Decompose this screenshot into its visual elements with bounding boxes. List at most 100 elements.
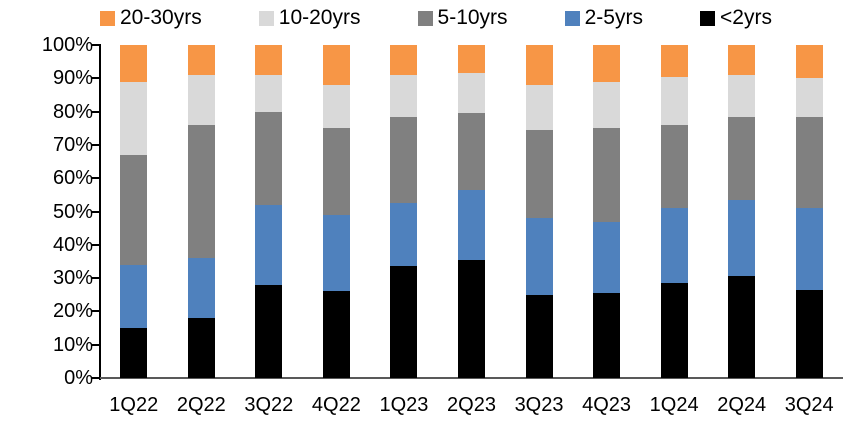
y-axis-label: 90% (52, 67, 93, 90)
bar-segment-2Q23-20-30yrs[interactable] (458, 45, 485, 74)
bar-segment-1Q22-20-30yrs[interactable] (120, 45, 148, 82)
legend-item-3[interactable]: 2-5yrs (564, 4, 643, 32)
bar-segment-1Q23-5-10yrs[interactable] (390, 116, 418, 204)
bar-segment-3Q22-5-10yrs[interactable] (255, 111, 283, 205)
bar-segment-2Q22-20-30yrs[interactable] (187, 45, 215, 75)
bar-segment-3Q23-<2yrs[interactable] (525, 294, 553, 378)
legend-swatch-icon (564, 10, 580, 26)
legend-label: 5-10yrs (437, 6, 508, 29)
bar-segment-2Q22-2-5yrs[interactable] (187, 258, 215, 319)
bar-segment-1Q23-<2yrs[interactable] (390, 266, 418, 378)
bar-segment-3Q23-20-30yrs[interactable] (525, 45, 553, 85)
bar-segment-3Q24-<2yrs[interactable] (795, 289, 823, 378)
y-axis-tick (92, 377, 100, 379)
legend-swatch-icon (100, 10, 115, 26)
bar-segment-3Q23-5-10yrs[interactable] (525, 129, 553, 219)
bar-2Q23[interactable] (458, 45, 485, 378)
bar-segment-3Q22-10-20yrs[interactable] (255, 75, 283, 112)
bar-segment-1Q22-<2yrs[interactable] (120, 328, 148, 378)
bar-segment-2Q24-20-30yrs[interactable] (728, 45, 756, 75)
bar-segment-2Q24-<2yrs[interactable] (728, 276, 756, 378)
bar-segment-1Q24-10-20yrs[interactable] (660, 76, 688, 125)
plot-area (100, 45, 843, 378)
bar-segment-3Q22-<2yrs[interactable] (255, 284, 283, 378)
bar-2Q24[interactable] (728, 45, 756, 378)
y-axis-tick (92, 277, 100, 280)
bar-segment-3Q24-5-10yrs[interactable] (795, 116, 823, 209)
bar-segment-3Q23-2-5yrs[interactable] (525, 218, 553, 295)
bar-segment-2Q22-<2yrs[interactable] (187, 318, 215, 378)
bar-segment-2Q22-5-10yrs[interactable] (187, 124, 215, 259)
bar-segment-3Q24-2-5yrs[interactable] (795, 208, 823, 290)
x-axis-label-2Q23: 2Q23 (447, 394, 496, 416)
bar-segment-1Q23-10-20yrs[interactable] (390, 74, 418, 117)
bar-segment-1Q23-20-30yrs[interactable] (390, 45, 418, 75)
bar-segment-4Q23-2-5yrs[interactable] (593, 221, 621, 294)
bar-segment-1Q22-2-5yrs[interactable] (120, 264, 148, 329)
bar-segment-1Q23-2-5yrs[interactable] (390, 203, 418, 267)
bar-segment-4Q22-20-30yrs[interactable] (322, 45, 350, 85)
bar-segment-3Q22-20-30yrs[interactable] (255, 45, 283, 75)
bar-segment-2Q23-2-5yrs[interactable] (458, 189, 485, 260)
bar-segment-4Q22-<2yrs[interactable] (322, 291, 350, 378)
legend-label: 20-30yrs (120, 6, 202, 29)
y-axis-label: 0% (64, 367, 93, 389)
bar-1Q22[interactable] (120, 45, 148, 378)
bar-2Q22[interactable] (187, 45, 215, 378)
bar-segment-2Q24-10-20yrs[interactable] (728, 74, 756, 117)
y-axis-tick (92, 210, 100, 213)
bar-segment-1Q24-<2yrs[interactable] (660, 283, 688, 378)
bar-4Q23[interactable] (593, 45, 621, 378)
y-axis-label: 30% (52, 267, 93, 290)
bar-segment-4Q22-2-5yrs[interactable] (322, 214, 350, 292)
bar-segment-4Q22-10-20yrs[interactable] (322, 84, 350, 129)
bar-segment-4Q23-<2yrs[interactable] (593, 293, 621, 378)
legend-label: <2yrs (720, 6, 772, 29)
y-axis-tick (92, 44, 100, 46)
bar-segment-4Q22-5-10yrs[interactable] (322, 128, 350, 215)
bar-segment-1Q22-5-10yrs[interactable] (120, 154, 148, 265)
legend-label: 2-5yrs (584, 6, 643, 29)
bar-segment-4Q23-10-20yrs[interactable] (593, 81, 621, 129)
y-axis-tick (92, 310, 100, 313)
bar-segment-3Q24-10-20yrs[interactable] (795, 78, 823, 117)
y-axis-label: 40% (52, 233, 93, 256)
x-axis-label-3Q23: 3Q23 (514, 394, 564, 416)
bar-segment-2Q23-5-10yrs[interactable] (458, 113, 485, 190)
bar-segment-1Q24-2-5yrs[interactable] (660, 208, 688, 284)
bar-1Q23[interactable] (390, 45, 418, 378)
bar-3Q24[interactable] (795, 45, 823, 378)
legend-item-1[interactable]: 10-20yrs (258, 4, 360, 32)
bar-segment-2Q22-10-20yrs[interactable] (187, 75, 215, 125)
bar-segment-3Q23-10-20yrs[interactable] (525, 84, 553, 130)
y-axis-tick (92, 110, 100, 113)
bar-segment-2Q24-2-5yrs[interactable] (728, 199, 756, 277)
bar-3Q22[interactable] (255, 45, 283, 378)
bar-3Q23[interactable] (525, 45, 553, 378)
x-axis-label-3Q22: 3Q22 (244, 394, 294, 416)
bar-segment-3Q22-2-5yrs[interactable] (255, 204, 283, 285)
bar-4Q22[interactable] (322, 45, 350, 378)
bar-1Q24[interactable] (660, 45, 688, 378)
legend-item-0[interactable]: 20-30yrs (100, 4, 202, 32)
y-axis-label: 60% (52, 167, 93, 190)
bar-segment-4Q23-20-30yrs[interactable] (593, 45, 621, 82)
bar-segment-1Q22-10-20yrs[interactable] (120, 81, 148, 155)
x-axis-label-2Q22: 2Q22 (176, 394, 226, 416)
bar-segment-1Q24-5-10yrs[interactable] (660, 124, 688, 209)
legend-item-2[interactable]: 5-10yrs (417, 4, 508, 32)
legend-item-4[interactable]: <2yrs (700, 4, 772, 32)
bar-segment-4Q23-5-10yrs[interactable] (593, 128, 621, 222)
x-axis-label-3Q24: 3Q24 (784, 394, 834, 416)
bar-segment-1Q24-20-30yrs[interactable] (660, 45, 688, 77)
y-axis-tick (92, 177, 100, 180)
y-axis-label: 100% (41, 34, 93, 56)
y-axis-line (99, 44, 101, 380)
bar-segment-3Q24-20-30yrs[interactable] (795, 45, 823, 79)
bar-segment-2Q23-10-20yrs[interactable] (458, 73, 485, 114)
bar-segment-2Q23-<2yrs[interactable] (458, 259, 485, 378)
legend: 20-30yrs 10-20yrs 5-10yrs 2-5yrs <2yrs (100, 4, 772, 32)
bar-segment-2Q24-5-10yrs[interactable] (728, 116, 756, 200)
y-axis-label: 80% (52, 100, 93, 123)
